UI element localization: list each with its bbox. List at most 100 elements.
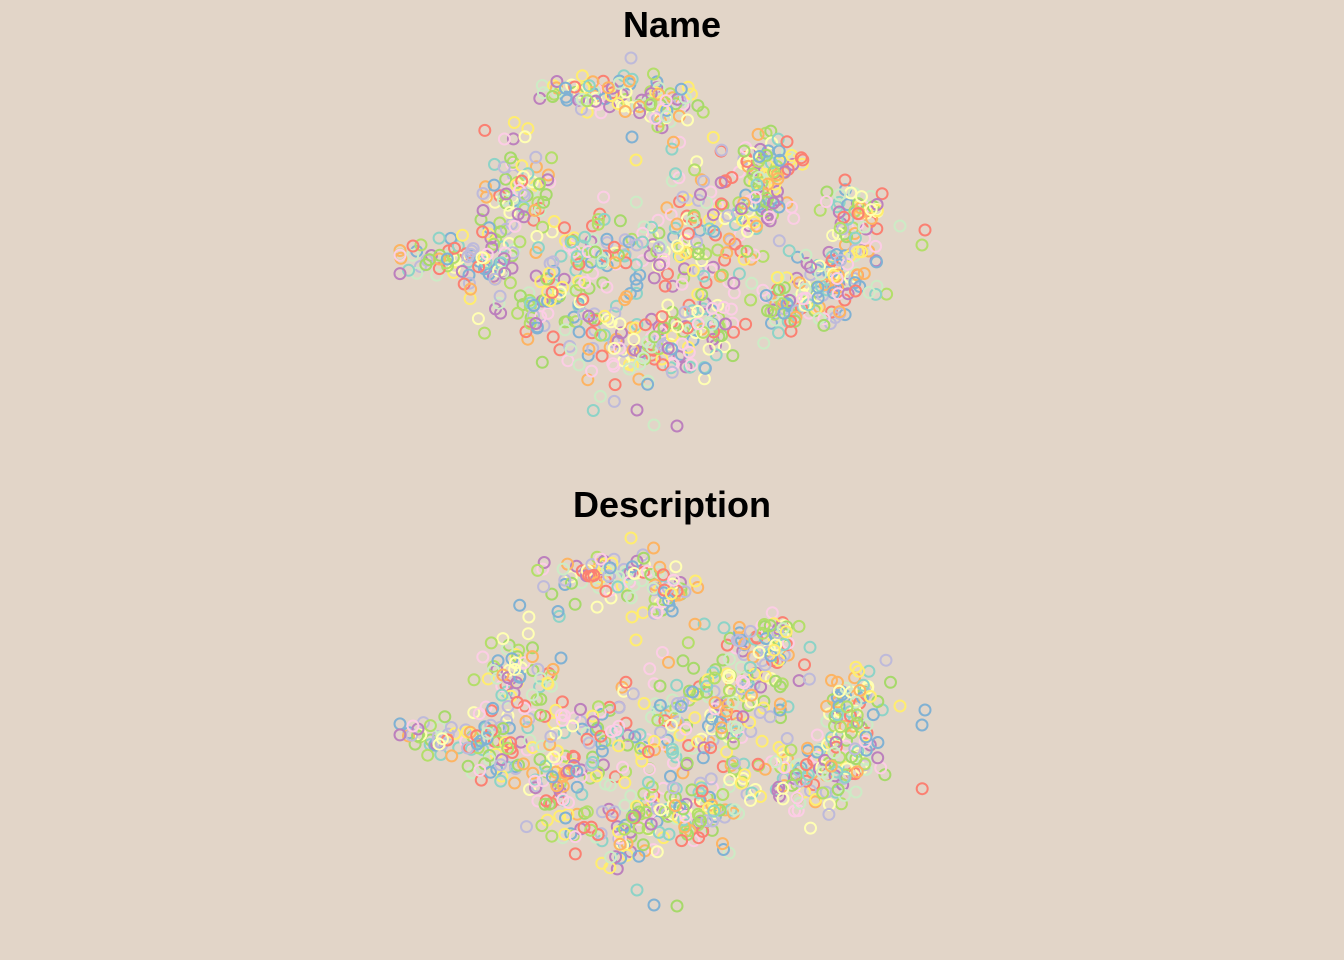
scatter-point (727, 720, 740, 734)
scatter-point (656, 568, 670, 582)
scatter-point (594, 729, 608, 743)
scatter-point (465, 766, 479, 780)
scatter-point (554, 651, 568, 665)
scatter-point (848, 276, 862, 290)
scatter-point (827, 269, 841, 283)
scatter-point (716, 837, 729, 851)
scatter-point (686, 685, 700, 699)
scatter-point (678, 585, 692, 599)
scatter-point (662, 655, 675, 669)
scatter-point (884, 675, 897, 689)
scatter-point (586, 233, 600, 247)
scatter-point (535, 739, 549, 753)
scatter-point (708, 696, 722, 710)
scatter-point (535, 355, 549, 369)
scatter-point (538, 797, 552, 811)
scatter-point (526, 741, 540, 754)
scatter-point (521, 332, 535, 346)
scatter-point (831, 783, 845, 796)
scatter-point (589, 769, 603, 783)
scatter-point (691, 317, 705, 331)
scatter-point (499, 736, 512, 750)
scatter-point (630, 403, 644, 417)
scatter-point (667, 573, 681, 587)
scatter-point (517, 656, 531, 670)
scatter-point (619, 675, 633, 689)
scatter-point (474, 213, 488, 227)
scatter-point (618, 105, 632, 118)
scatter-point (715, 268, 729, 282)
scatter-point (582, 309, 596, 323)
scatter-point (632, 849, 646, 863)
scatter-point (715, 143, 729, 157)
scatter-point (588, 245, 602, 259)
scatter-point (755, 734, 769, 748)
scatter-point (589, 94, 603, 108)
scatter-point (757, 336, 771, 350)
scatter-point (697, 269, 711, 283)
scatter-point (462, 276, 476, 290)
scatter-point (799, 774, 813, 788)
scatter-point (726, 695, 740, 709)
scatter-point (607, 394, 621, 408)
scatter-point (647, 898, 661, 912)
panel-title-name: Name (622, 4, 722, 45)
scatter-point (893, 219, 907, 233)
scatter-point (820, 185, 834, 199)
scatter-point (546, 662, 560, 676)
scatter-point (773, 789, 786, 803)
scatter-point (694, 814, 707, 828)
scatter-point (799, 248, 813, 262)
scatter-point (749, 190, 762, 204)
scatter-point (496, 193, 510, 207)
scatter-point (657, 583, 671, 597)
scatter-point (763, 710, 777, 724)
scatter-point (775, 297, 789, 311)
scatter-point (565, 576, 578, 590)
scatter-point (552, 609, 566, 623)
scatter-point (818, 278, 832, 291)
scatter-point (624, 531, 638, 545)
scatter-point (647, 271, 661, 285)
scatter-point (534, 708, 548, 722)
scatter-point (844, 726, 858, 740)
scatter-point (624, 591, 638, 605)
scatter-point (644, 568, 658, 581)
scatter-point (507, 116, 521, 129)
scatter-point (607, 240, 621, 254)
scatter-point (570, 780, 584, 794)
scatter-point (634, 747, 648, 760)
scatter-point (619, 290, 633, 304)
scatter-point (681, 227, 695, 241)
scatter-point (472, 707, 486, 721)
scatter-point (714, 197, 728, 211)
scatter-point (607, 341, 621, 355)
scatter-point (837, 210, 851, 224)
scatter-point (536, 562, 550, 576)
scatter-point (524, 296, 538, 310)
scatter-point (756, 626, 770, 640)
scatter-point (857, 220, 871, 234)
scatter-point (406, 239, 420, 253)
scatter-point (713, 803, 727, 817)
scatter-point (611, 580, 625, 594)
scatter-point (675, 834, 689, 848)
scatter-point (586, 75, 600, 89)
scatter-point (719, 317, 732, 331)
scatter-point (674, 700, 688, 713)
scatter-point (605, 809, 619, 822)
scatter-point (653, 258, 667, 272)
scatter-point (735, 730, 749, 744)
scatter-point (414, 238, 428, 252)
scatter-point (735, 682, 749, 696)
scatter-point (822, 807, 836, 821)
scatter-point (643, 762, 656, 776)
scatter-point (691, 287, 705, 301)
scatter-point (625, 560, 639, 574)
scatter-point (517, 188, 531, 202)
scatter-point (769, 755, 783, 769)
scatter-point (705, 823, 719, 837)
scatter-point (629, 195, 643, 209)
scatter-point (557, 272, 571, 286)
scatter-point (564, 235, 578, 249)
